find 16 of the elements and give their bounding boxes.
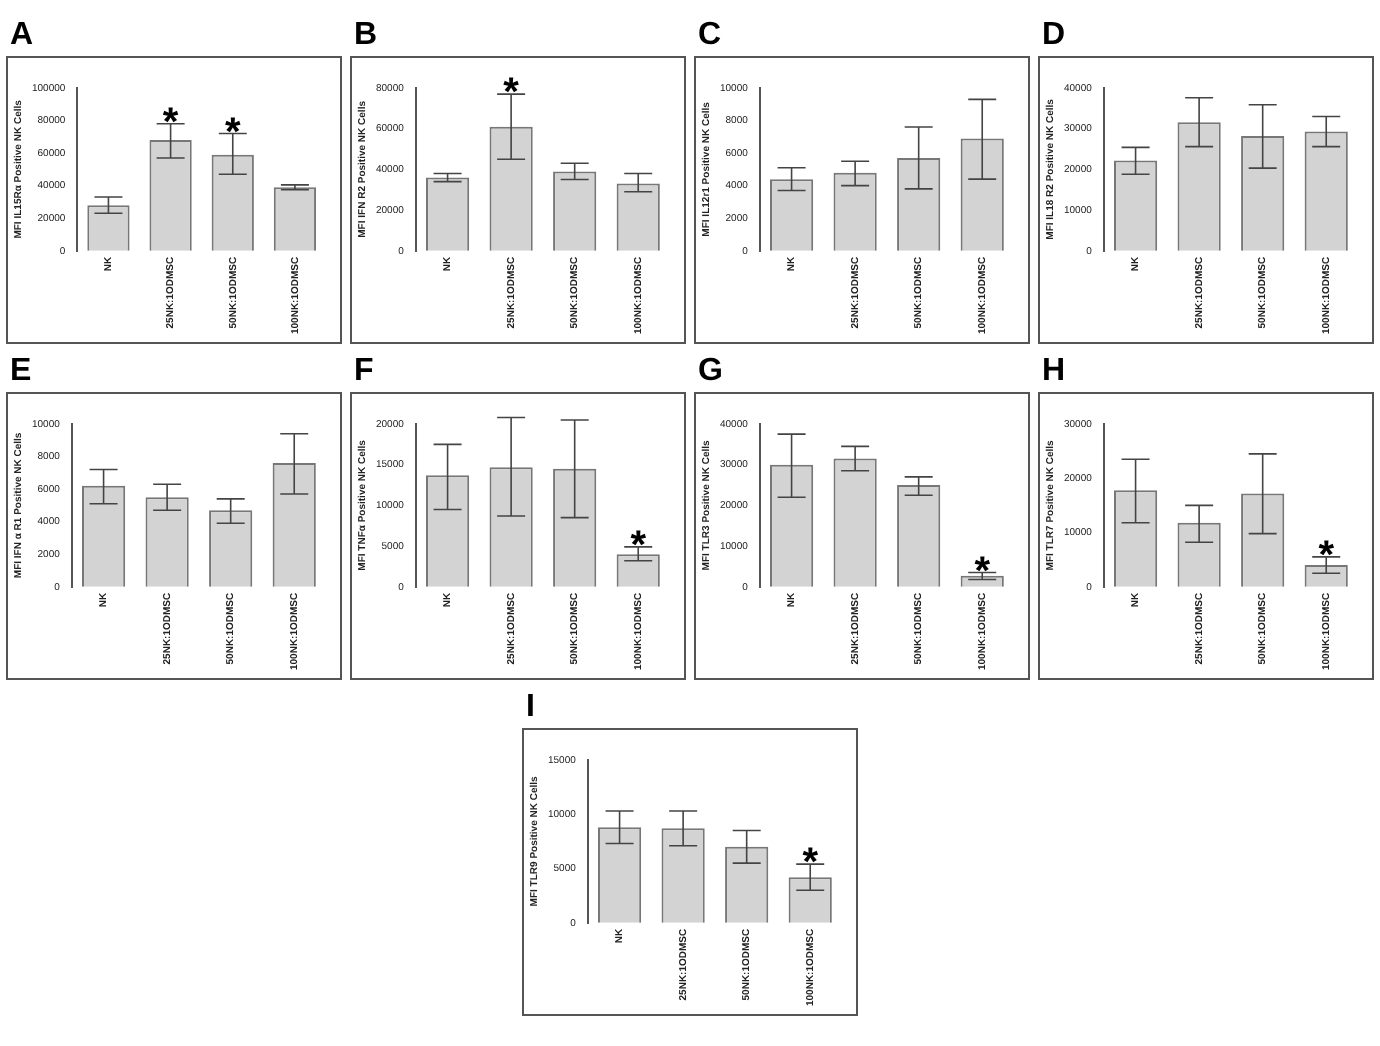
annotation: *: [630, 523, 647, 568]
annotation: *: [1318, 533, 1335, 578]
chart-title: C: [696, 16, 724, 56]
chart-title: B: [352, 16, 380, 56]
chart-title: D: [1040, 16, 1068, 56]
annotation: *: [802, 841, 819, 886]
chart-title: A: [8, 16, 36, 56]
chart-title: H: [1040, 352, 1068, 392]
chart-title: F: [352, 352, 376, 392]
chart-title: I: [524, 688, 537, 728]
annotation: *: [162, 100, 179, 145]
annotation: *: [503, 71, 520, 116]
chart-title: G: [696, 352, 725, 392]
annotation: *: [974, 549, 991, 594]
chart-title: E: [8, 352, 34, 392]
annotation: *: [224, 110, 241, 155]
